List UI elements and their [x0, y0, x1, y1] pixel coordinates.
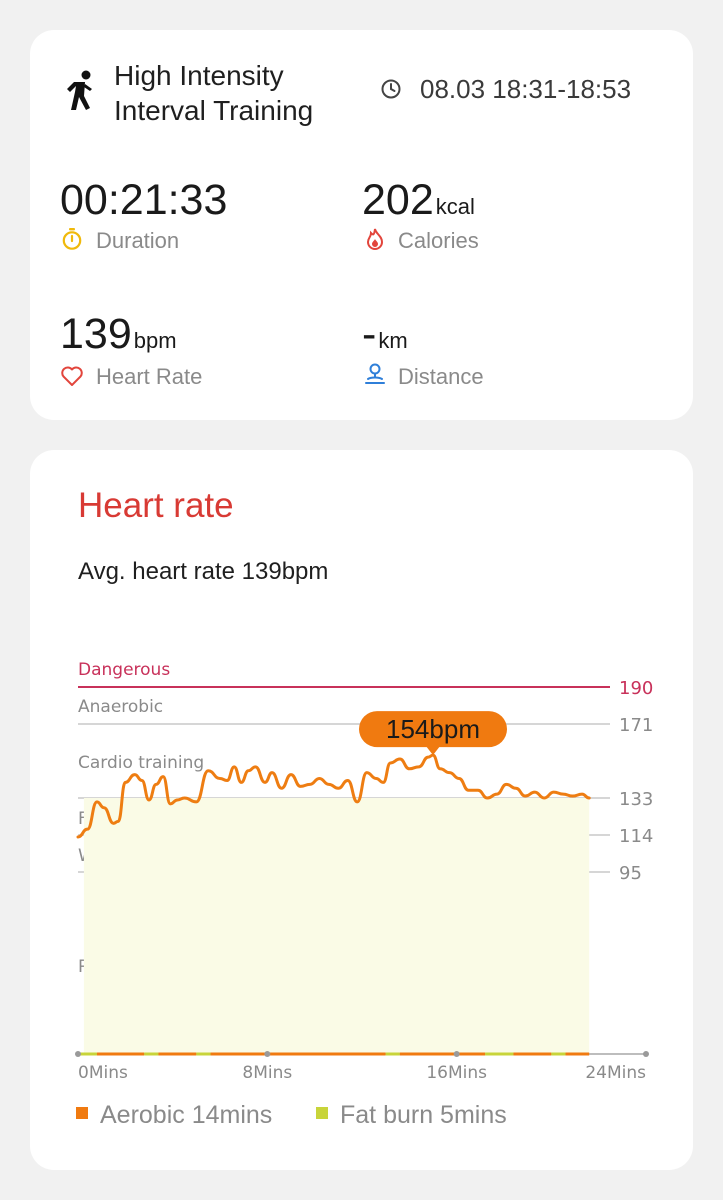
location-pin-icon: [365, 363, 385, 384]
threshold-label-190: 190: [619, 678, 653, 699]
peak-label: 154bpm: [386, 714, 480, 744]
running-person-icon: [67, 70, 92, 110]
zone-label-anaerobic: Anaerobic: [78, 697, 163, 717]
distance-value: -km: [362, 310, 408, 358]
stopwatch-icon: [62, 228, 82, 250]
distance-label: Distance: [398, 364, 484, 389]
heart-rate-title: Heart rate: [78, 486, 234, 525]
heart-rate-label: Heart Rate: [96, 364, 203, 389]
x-tick-label: 0Mins: [78, 1063, 128, 1083]
workout-summary-card: High Intensity Interval Training 08.03 1…: [30, 30, 693, 420]
threshold-label-114: 114: [619, 826, 653, 847]
heart-icon: [61, 366, 83, 386]
zone-label-dangerous: Dangerous: [78, 660, 170, 680]
workout-time-range: 08.03 18:31-18:53: [420, 74, 632, 104]
threshold-label-133: 133: [619, 789, 653, 810]
heart-rate-unit: bpm: [133, 328, 177, 353]
heart-rate-line: [76, 753, 591, 839]
legend-fat-burn-swatch: [316, 1107, 328, 1119]
x-tick-label: 16Mins: [426, 1063, 487, 1083]
heart-rate-fill: [83, 798, 590, 1054]
calories-label: Calories: [398, 228, 479, 253]
legend-aerobic: Aerobic 14mins: [76, 1100, 272, 1130]
clock-icon: [381, 79, 401, 99]
x-tick-dot: [643, 1051, 649, 1057]
threshold-label-95: 95: [619, 863, 642, 884]
heart-rate-value: 139bpm: [60, 310, 177, 358]
workout-title: High Intensity Interval Training: [114, 60, 314, 126]
calories-unit: kcal: [435, 194, 475, 219]
flame-icon: [366, 228, 384, 250]
x-tick-label: 8Mins: [242, 1063, 292, 1083]
zone-label-cardio-training: Cardio training: [78, 753, 204, 773]
legend-aerobic-label: Aerobic 14mins: [100, 1101, 273, 1129]
average-heart-rate: Avg. heart rate 139bpm: [78, 558, 329, 585]
heart-rate-chart: 190 171 133 114 95 Dangerous Anaerobic Cardio t…: [75, 660, 653, 1083]
x-tick-dot: [264, 1051, 271, 1057]
calories-value: 202kcal: [362, 176, 475, 224]
duration-label: Duration: [96, 228, 180, 253]
x-tick-dot: [75, 1051, 81, 1057]
threshold-label-171: 171: [619, 715, 653, 736]
x-tick-label: 24Mins: [585, 1063, 646, 1083]
heart-rate-card: Heart rate Avg. heart rate 139bpm 190 171…: [30, 450, 693, 1170]
legend-aerobic-swatch: [76, 1107, 88, 1119]
distance-unit: km: [378, 328, 408, 353]
legend-fat-burn-label: Fat burn 5mins: [340, 1101, 507, 1129]
legend-fat-burn: Fat burn 5mins: [316, 1100, 507, 1130]
peak-bubble-pointer: [426, 746, 440, 756]
x-tick-dot: [453, 1051, 460, 1057]
peak-bubble: [359, 711, 507, 748]
duration-value: 00:21:33: [60, 176, 228, 224]
